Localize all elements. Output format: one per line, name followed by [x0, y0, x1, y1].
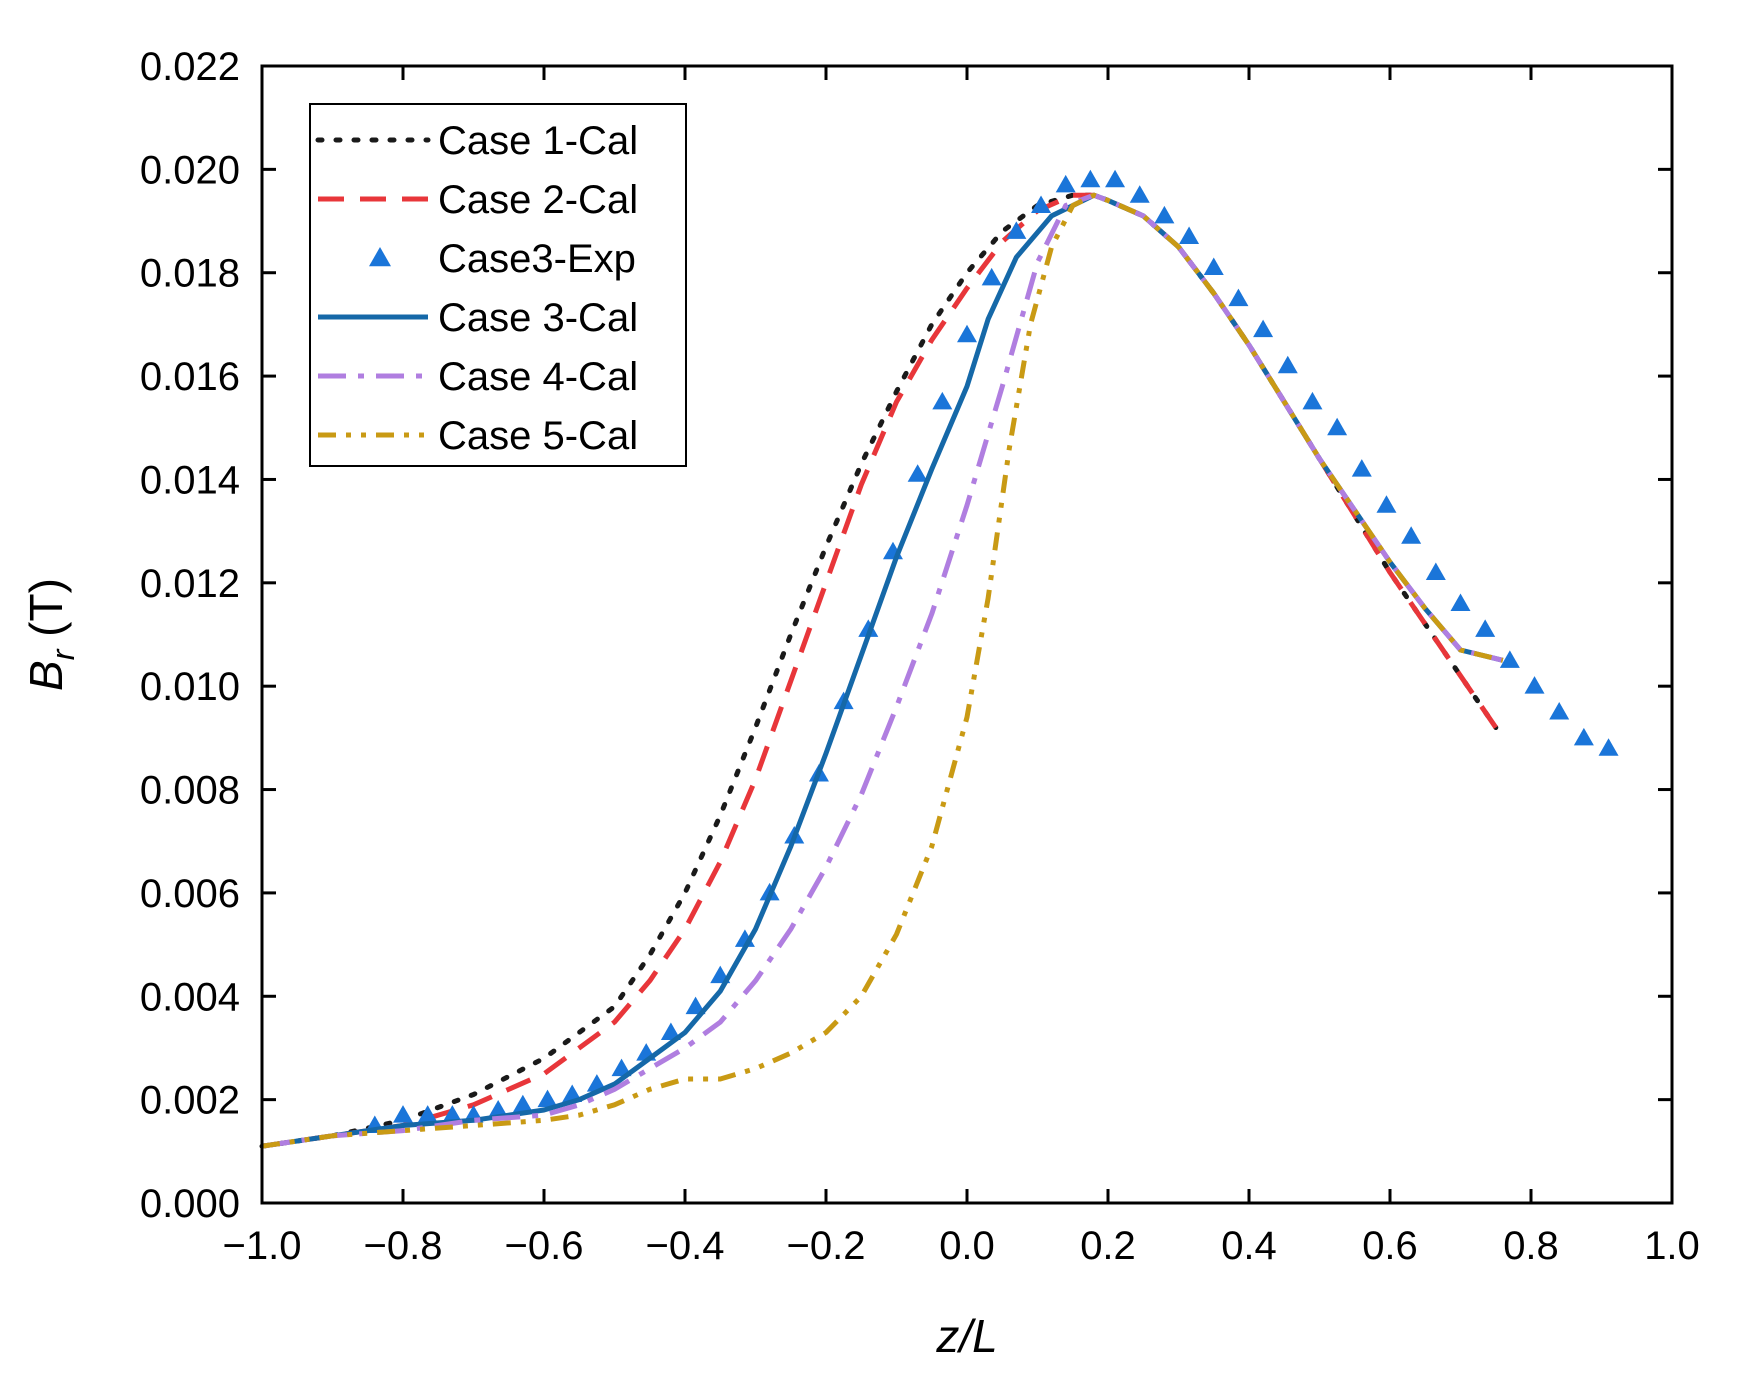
data-point-triangle: [1154, 206, 1174, 224]
y-tick-label: 0.008: [140, 769, 240, 813]
data-point-triangle: [1228, 289, 1248, 307]
legend-label: Case 3-Cal: [438, 296, 638, 340]
data-point-triangle: [1549, 702, 1569, 720]
data-point-triangle: [1574, 728, 1594, 746]
x-tick-label: −0.8: [364, 1224, 443, 1268]
x-tick-label: 1.0: [1644, 1224, 1700, 1268]
data-point-triangle: [1599, 738, 1619, 756]
y-tick-label: 0.002: [140, 1079, 240, 1123]
y-axis-title-main: B: [20, 660, 72, 691]
legend-label: Case 4-Cal: [438, 355, 638, 399]
y-tick-label: 0.004: [140, 975, 240, 1019]
x-tick-label: −0.6: [505, 1224, 584, 1268]
data-point-triangle: [1451, 593, 1471, 611]
x-tick-label: −0.2: [787, 1224, 866, 1268]
data-point-triangle: [908, 464, 928, 482]
x-tick-label: −0.4: [646, 1224, 725, 1268]
y-tick-label: 0.006: [140, 872, 240, 916]
data-point-triangle: [1376, 495, 1396, 513]
data-point-triangle: [1525, 676, 1545, 694]
data-point-triangle: [1179, 227, 1199, 245]
legend: Case 1-Cal Case 2-Cal Case3-Exp Case 3-Cal C…: [310, 104, 686, 466]
legend-label: Case 1-Cal: [438, 119, 638, 163]
data-point-triangle: [932, 392, 952, 410]
x-tick-label: 0.6: [1362, 1224, 1418, 1268]
y-tick-label: 0.018: [140, 252, 240, 296]
data-point-triangle: [393, 1105, 413, 1123]
data-point-triangle: [1426, 562, 1446, 580]
data-point-triangle: [1253, 320, 1273, 338]
data-point-triangle: [1278, 356, 1298, 374]
y-tick-label: 0.000: [140, 1182, 240, 1226]
data-point-triangle: [1204, 258, 1224, 276]
y-tick-label: 0.012: [140, 562, 240, 606]
y-axis-title-unit: (T): [20, 578, 72, 650]
data-point-triangle: [1080, 170, 1100, 188]
data-point-triangle: [1105, 170, 1125, 188]
y-axis-title: Br (T): [20, 578, 81, 691]
legend-label: Case3-Exp: [438, 237, 636, 281]
y-tick-label: 0.014: [140, 458, 240, 502]
legend-label: Case 2-Cal: [438, 178, 638, 222]
data-point-triangle: [1401, 526, 1421, 544]
data-point-triangle: [1475, 619, 1495, 637]
data-point-triangle: [1352, 459, 1372, 477]
data-point-triangle: [957, 325, 977, 343]
legend-label: Case 5-Cal: [438, 414, 638, 458]
y-tick-label: 0.016: [140, 355, 240, 399]
data-point-triangle: [1130, 185, 1150, 203]
data-point-triangle: [1302, 392, 1322, 410]
y-tick-label: 0.022: [140, 45, 240, 89]
x-tick-label: 0.8: [1503, 1224, 1559, 1268]
x-tick-label: 0.2: [1080, 1224, 1136, 1268]
data-point-triangle: [982, 268, 1002, 286]
y-tick-label: 0.020: [140, 148, 240, 192]
x-tick-label: 0.0: [939, 1224, 995, 1268]
data-point-triangle: [1327, 418, 1347, 436]
y-tick-label: 0.010: [140, 665, 240, 709]
chart: −1.0 −0.8 −0.6 −0.4 −0.2 0.0 0.2 0.4 0.6 0.8 1.0 0.…: [0, 0, 1742, 1386]
chart-canvas: −1.0 −0.8 −0.6 −0.4 −0.2 0.0 0.2 0.4 0.6 0.8 1.0 0.…: [0, 0, 1742, 1386]
data-point-triangle: [1056, 175, 1076, 193]
x-tick-label: 0.4: [1221, 1224, 1277, 1268]
x-axis-title: z/L: [935, 1310, 997, 1362]
x-tick-label: −1.0: [223, 1224, 302, 1268]
